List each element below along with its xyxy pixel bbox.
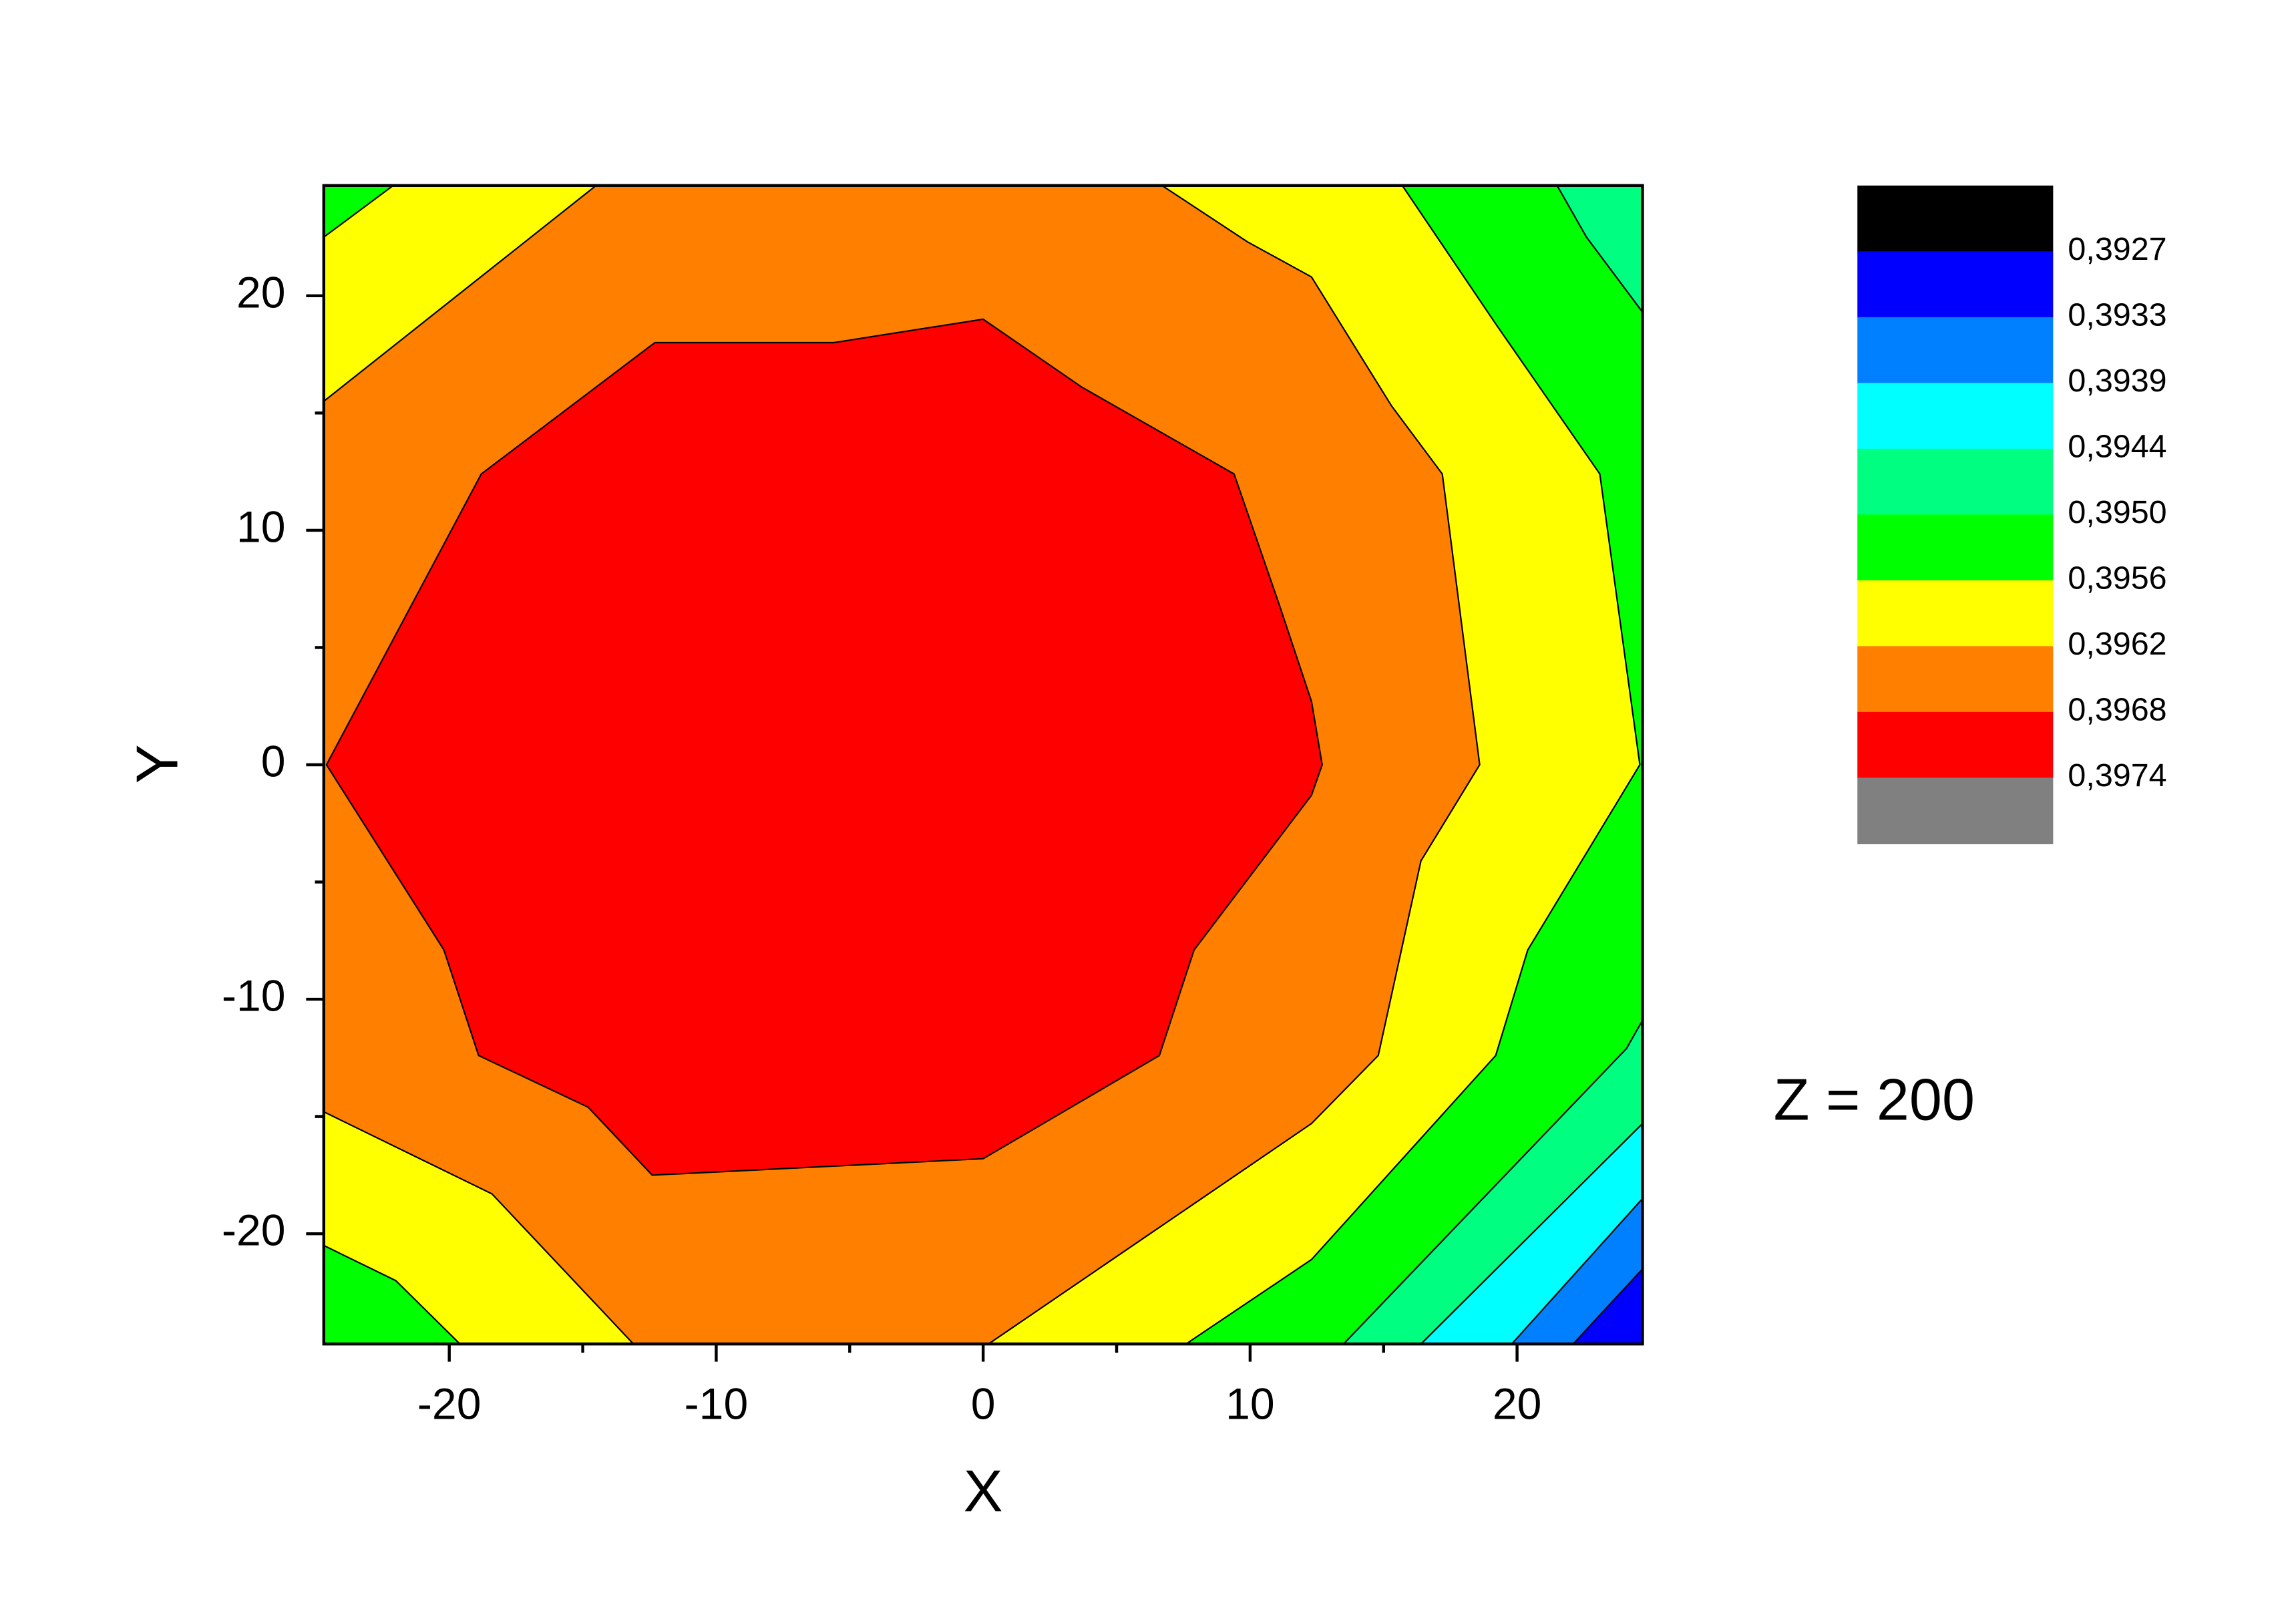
contour-region (1572, 1268, 1643, 1345)
colorbar-label: 0,3974 (2068, 757, 2166, 793)
colorbar-swatch (1857, 251, 2054, 318)
colorbar-swatch (1857, 448, 2054, 516)
annotation: Z = 200 (1774, 1066, 1975, 1132)
plot-area (323, 185, 1643, 1345)
x-tick-label: -10 (685, 1379, 749, 1429)
colorbar-label: 0,3968 (2068, 692, 2166, 728)
colorbar-swatch (1857, 317, 2054, 384)
x-axis-label: X (964, 1457, 1003, 1524)
colorbar-swatch (1857, 185, 2054, 252)
colorbar-label: 0,3939 (2068, 363, 2166, 399)
colorbar-label: 0,3950 (2068, 494, 2166, 530)
y-axis-label: Y (124, 744, 190, 783)
colorbar-swatch (1857, 711, 2054, 779)
colorbar-label: 0,3956 (2068, 560, 2166, 596)
contour-region (325, 318, 1323, 1176)
y-tick-label: -20 (222, 1206, 286, 1256)
colorbar-swatch (1857, 580, 2054, 647)
y-tick-label: -10 (222, 972, 286, 1021)
x-tick-label: 0 (971, 1379, 996, 1429)
x-tick-label: 10 (1225, 1379, 1275, 1429)
y-tick-label: 20 (236, 268, 286, 317)
colorbar-swatch (1857, 646, 2054, 713)
colorbar-swatch (1857, 777, 2054, 845)
x-tick-label: 20 (1493, 1379, 1542, 1429)
colorbar-label: 0,3933 (2068, 297, 2166, 333)
contour-region (1556, 185, 1643, 314)
colorbar-label: 0,3944 (2068, 429, 2166, 465)
colorbar-swatch (1857, 383, 2054, 450)
colorbar-label: 0,3927 (2068, 231, 2166, 267)
x-tick-label: -20 (417, 1379, 482, 1429)
y-tick-label: 0 (261, 737, 286, 786)
colorbar-swatch (1857, 514, 2054, 581)
y-tick-label: 10 (236, 502, 286, 552)
colorbar-label: 0,3962 (2068, 626, 2166, 662)
